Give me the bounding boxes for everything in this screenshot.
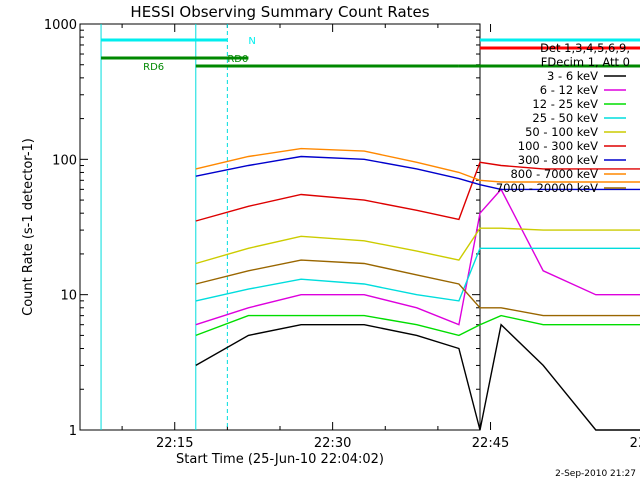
series-line-1 bbox=[195, 323, 640, 431]
legend-entry-label: 7000 - 20000 keV bbox=[496, 181, 598, 195]
series-line-3 bbox=[195, 314, 640, 337]
plot-frame bbox=[79, 23, 481, 431]
chart-title: HESSI Observing Summary Count Rates bbox=[130, 3, 429, 21]
legend-entry-label: 6 - 12 keV bbox=[540, 83, 598, 97]
series-line-5 bbox=[195, 227, 640, 265]
series-line-4 bbox=[195, 247, 640, 302]
legend-entry-label: 25 - 50 keV bbox=[532, 111, 598, 125]
x-tick-label: 23:00 bbox=[630, 436, 640, 451]
y-tick-label: 1000 bbox=[44, 18, 77, 33]
series-line-7 bbox=[195, 155, 640, 191]
series-line-8 bbox=[195, 147, 640, 183]
y-tick-label: 1 bbox=[69, 424, 77, 439]
legend-header-line: FDecim 1, Att 0 bbox=[541, 55, 630, 69]
x-tick-label: 22:45 bbox=[472, 436, 509, 451]
legend-entry-label: 100 - 300 keV bbox=[518, 139, 598, 153]
x-tick-label: 22:30 bbox=[314, 436, 351, 451]
legend-header-line: Det 1,3,4,5,6,9, bbox=[540, 41, 630, 55]
legend-entry-label: 12 - 25 keV bbox=[532, 97, 598, 111]
y-tick-label: 10 bbox=[60, 289, 77, 304]
legend-entry-label: 50 - 100 keV bbox=[525, 125, 598, 139]
legend-entry-label: 800 - 7000 keV bbox=[510, 167, 598, 181]
legend-entry-label: 300 - 800 keV bbox=[518, 153, 598, 167]
x-axis-label: Start Time (25-Jun-10 22:04:02) bbox=[176, 452, 384, 467]
status-bar-label: N bbox=[248, 36, 255, 47]
series-line-2 bbox=[195, 188, 640, 326]
y-tick-label: 100 bbox=[52, 153, 77, 168]
status-bar-label: RD0 bbox=[227, 54, 248, 65]
status-bar-label: RD6 bbox=[143, 62, 164, 73]
footer-timestamp: 2-Sep-2010 21:27 bbox=[555, 469, 636, 479]
x-tick-label: 22:15 bbox=[156, 436, 193, 451]
y-axis-label: Count Rate (s-1 detector-1) bbox=[21, 138, 36, 316]
series-line-9 bbox=[195, 259, 640, 317]
legend-entry-label: 3 - 6 keV bbox=[547, 69, 598, 83]
series-line-6 bbox=[195, 161, 640, 222]
